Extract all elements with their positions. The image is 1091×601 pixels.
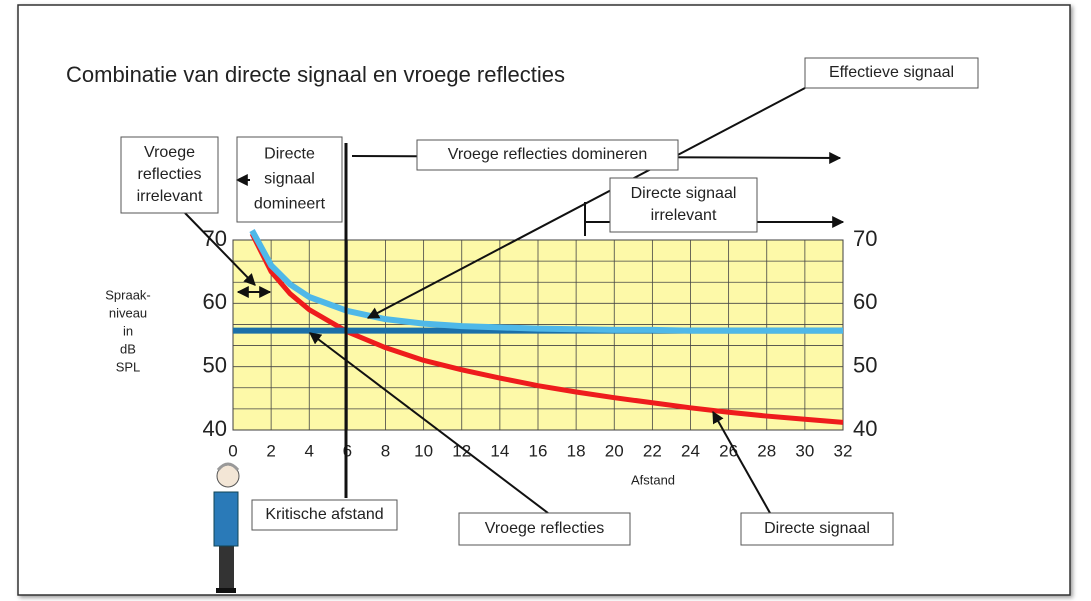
annotation-text: Kritische afstand [265, 506, 383, 523]
y2-tick-label: 70 [853, 226, 877, 251]
y2-tick-label: 50 [853, 352, 877, 377]
series-line [249, 232, 844, 425]
annotation: Vroege reflecties [458, 512, 631, 546]
annotation-text: irrelevant [651, 207, 717, 224]
annotation-box [804, 57, 979, 89]
y2-tick-label: 40 [853, 416, 877, 441]
x-tick-label: 16 [529, 441, 548, 460]
annotation-text: Vroege reflecties domineren [448, 146, 648, 163]
x-tick-label: 24 [681, 441, 700, 460]
annotation: Directe signaal domineert [236, 136, 343, 223]
arrow [712, 410, 771, 514]
x-tick-label: 28 [757, 441, 776, 460]
annotation-box [416, 139, 679, 171]
x-tick-label: 18 [567, 441, 586, 460]
x-tick-label: 32 [834, 441, 853, 460]
annotation-text: Directe [264, 146, 315, 163]
annotation: Kritische afstand [251, 499, 398, 531]
annotation-box [609, 177, 758, 233]
y-tick-label: 60 [203, 289, 227, 314]
y-axis-label: SPL [116, 359, 141, 374]
x-axis-label: Afstand [631, 472, 675, 487]
y2-tick-label: 60 [853, 289, 877, 314]
annotation-text: Vroege [144, 144, 195, 161]
y-axis-label: niveau [109, 305, 147, 320]
annotation-text: Directe signaal [631, 185, 737, 202]
x-tick-label: 2 [266, 441, 275, 460]
annotation-box [458, 512, 631, 546]
annotation: Effectieve signaal [804, 57, 979, 89]
annotation-text: signaal [264, 171, 315, 188]
annotation-text: domineert [254, 196, 326, 213]
y-tick-label: 70 [203, 226, 227, 251]
x-tick-label: 20 [605, 441, 624, 460]
annotation-box [120, 136, 219, 214]
x-tick-label: 30 [795, 441, 814, 460]
annotation-text: Directe signaal [764, 520, 870, 537]
y-axis-label: Spraak- [105, 287, 151, 302]
annotation: Vroege reflecties irrelevant [120, 136, 219, 214]
y-axis-label: in [123, 323, 133, 338]
series-line [249, 229, 843, 334]
x-tick-label: 0 [228, 441, 237, 460]
x-tick-label: 14 [490, 441, 509, 460]
annotation-text: Vroege reflecties [485, 520, 604, 537]
annotation-box [740, 512, 894, 546]
annotation-text: irrelevant [137, 188, 203, 205]
arrow [366, 87, 806, 319]
arrow [184, 212, 256, 286]
annotation: Directe signaal [740, 512, 894, 546]
x-tick-label: 12 [452, 441, 471, 460]
annotation: Vroege reflecties domineren [416, 139, 679, 171]
person [213, 462, 240, 593]
annotation: Directe signaal irrelevant [609, 177, 758, 233]
x-tick-label: 4 [305, 441, 314, 460]
chart-title: Combinatie van directe signaal en vroege… [66, 62, 565, 87]
x-tick-label: 22 [643, 441, 662, 460]
annotation-text: Effectieve signaal [829, 64, 954, 81]
y-tick-label: 40 [203, 416, 227, 441]
y-axis-label: dB [120, 341, 136, 356]
annotation-box [251, 499, 398, 531]
x-tick-label: 10 [414, 441, 433, 460]
annotation-text: reflecties [137, 166, 201, 183]
annotation-box [236, 136, 343, 223]
y-tick-label: 50 [203, 352, 227, 377]
arrow [309, 332, 549, 514]
x-tick-label: 8 [381, 441, 390, 460]
